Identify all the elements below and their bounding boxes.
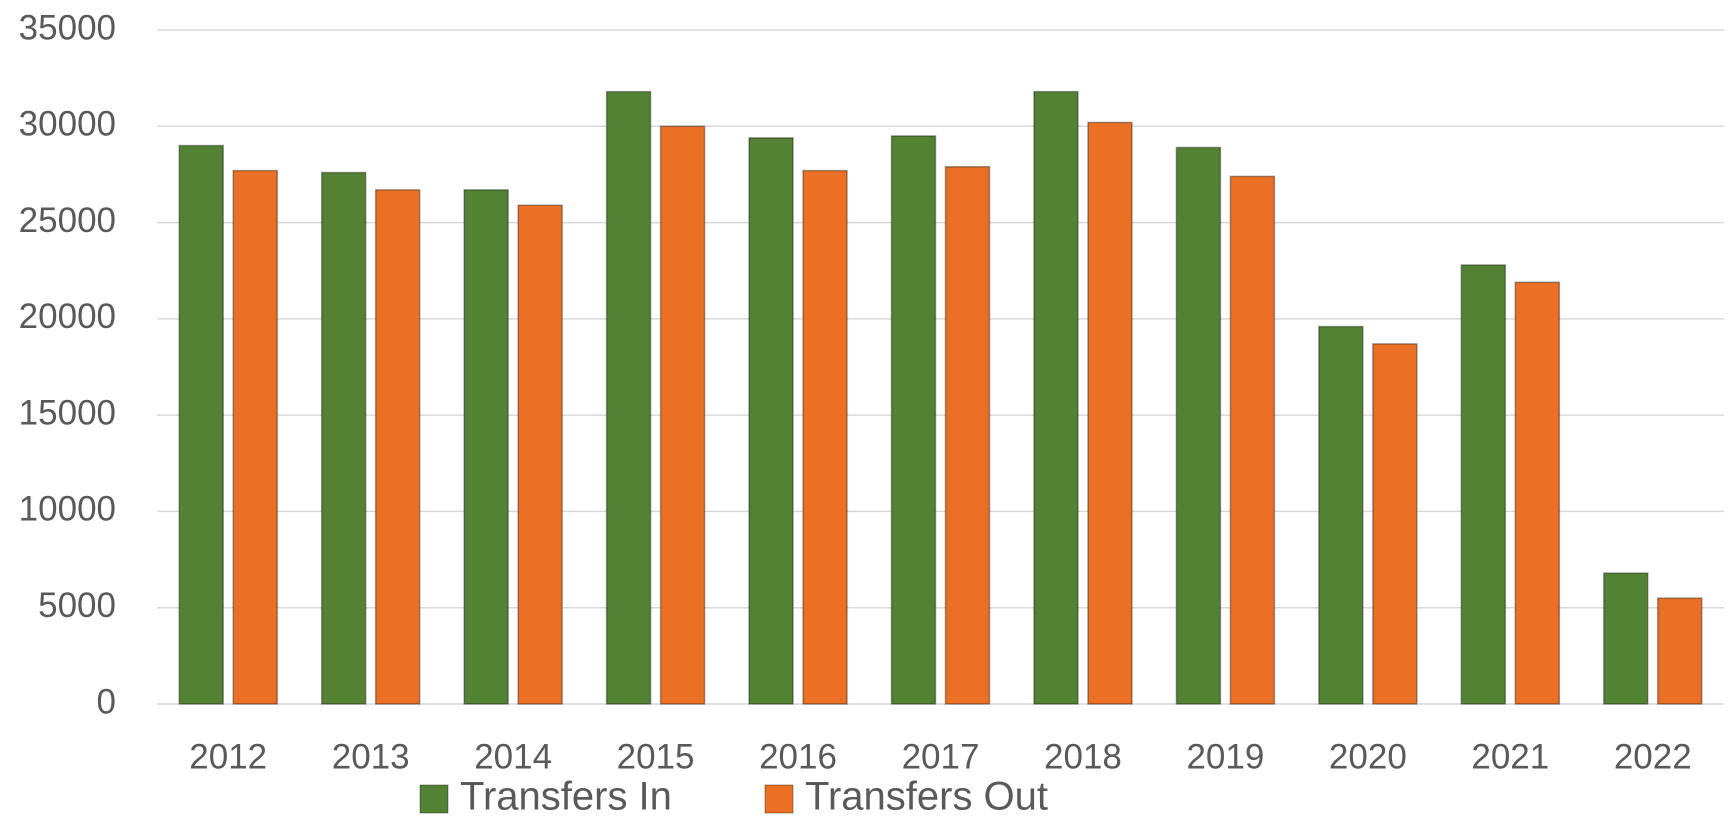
bar xyxy=(232,169,278,705)
y-tick-label: 15000 xyxy=(19,393,116,432)
x-tick-label: 2021 xyxy=(1471,737,1549,776)
x-tick-label: 2014 xyxy=(474,737,552,776)
bar xyxy=(802,169,848,705)
bar xyxy=(890,135,937,705)
legend-swatch xyxy=(764,784,794,814)
legend-swatch xyxy=(419,784,449,814)
y-tick-label: 30000 xyxy=(19,105,116,144)
bar xyxy=(178,144,224,705)
y-tick-label: 10000 xyxy=(19,490,116,529)
y-tick-label: 0 xyxy=(97,682,116,721)
bar xyxy=(320,171,367,705)
bar xyxy=(1460,264,1507,705)
x-tick-label: 2015 xyxy=(617,737,695,776)
bar xyxy=(1033,90,1079,705)
legend-label: Transfers In xyxy=(460,775,672,819)
y-tick-label: 5000 xyxy=(38,586,116,625)
bar xyxy=(1603,572,1649,705)
legend-label: Transfers Out xyxy=(805,775,1048,819)
bar xyxy=(659,125,706,705)
bar xyxy=(944,165,991,705)
bar xyxy=(374,189,421,705)
x-tick-label: 2022 xyxy=(1614,737,1692,776)
bar xyxy=(1175,146,1222,705)
x-tick-label: 2016 xyxy=(759,737,837,776)
bar xyxy=(1087,121,1133,705)
bar xyxy=(605,90,652,705)
bar xyxy=(1657,597,1703,705)
x-tick-label: 2020 xyxy=(1329,737,1407,776)
x-tick-label: 2017 xyxy=(902,737,980,776)
x-tick-label: 2018 xyxy=(1044,737,1122,776)
bar xyxy=(1318,325,1364,705)
bar xyxy=(1229,175,1276,705)
bar xyxy=(463,189,509,705)
bar xyxy=(1372,343,1418,705)
x-tick-label: 2019 xyxy=(1186,737,1264,776)
bar xyxy=(1514,281,1561,705)
bar xyxy=(517,204,563,705)
x-tick-label: 2013 xyxy=(332,737,410,776)
y-tick-label: 35000 xyxy=(19,8,116,47)
x-tick-label: 2012 xyxy=(189,737,267,776)
bar xyxy=(748,137,794,705)
y-tick-label: 20000 xyxy=(19,297,116,336)
y-tick-label: 25000 xyxy=(19,201,116,240)
